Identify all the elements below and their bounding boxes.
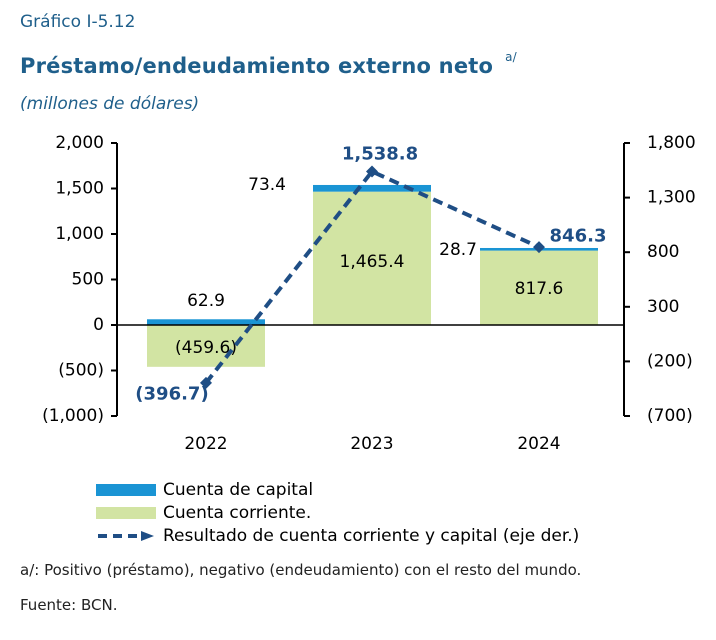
data-label-capital: 28.7	[439, 240, 477, 260]
y-tick-label-left: 1,500	[55, 179, 104, 199]
legend-item-corriente: Cuenta corriente.	[96, 501, 579, 524]
x-tick-label: 2023	[350, 434, 393, 454]
y-tick-label-right: 300	[647, 297, 679, 317]
y-tick-label-right: 1,300	[647, 188, 696, 208]
bar-cuenta-capital	[313, 184, 431, 192]
y-tick-label-left: (500)	[58, 361, 104, 381]
data-label-capital: 62.9	[187, 291, 225, 311]
data-label-corriente: (459.6)	[175, 338, 237, 358]
legend-item-resultado: Resultado de cuenta corriente y capital …	[96, 524, 579, 547]
y-tick-label-left: 1,000	[55, 224, 104, 244]
chart-title-text: Préstamo/endeudamiento externo neto	[20, 54, 494, 78]
y-tick-label-right: 1,800	[647, 133, 696, 153]
data-label-corriente: 817.6	[515, 279, 564, 299]
line-resultado	[204, 169, 540, 385]
chart-units: (millones de dólares)	[20, 94, 200, 114]
y-tick-label-right: 800	[647, 242, 679, 262]
y-tick-label-left: 500	[72, 270, 104, 290]
footnote: a/: Positivo (préstamo), negativo (endeu…	[20, 561, 582, 579]
y-tick-label-left: 0	[93, 315, 104, 335]
y-tick-label-left: (1,000)	[42, 406, 104, 426]
point-resultado	[200, 376, 212, 389]
legend: Cuenta de capital Cuenta corriente. Resu…	[96, 478, 579, 547]
data-label-resultado: (396.7)	[135, 384, 208, 405]
legend-label-corriente: Cuenta corriente.	[163, 502, 312, 523]
data-label-capital: 73.4	[248, 175, 286, 195]
legend-line-resultado	[98, 530, 154, 541]
y-tick-label-right: (700)	[647, 406, 693, 426]
x-tick-label: 2022	[184, 434, 227, 454]
bar-cuenta-corriente	[480, 250, 598, 325]
legend-item-capital: Cuenta de capital	[96, 478, 579, 501]
legend-label-capital: Cuenta de capital	[163, 479, 314, 500]
x-tick-label: 2024	[517, 434, 560, 454]
y-tick-label-left: 2,000	[55, 133, 104, 153]
legend-label-resultado: Resultado de cuenta corriente y capital …	[163, 525, 580, 546]
bar-cuenta-corriente	[313, 191, 431, 325]
chart-number: Gráfico I-5.12	[20, 12, 136, 32]
legend-swatch-corriente	[96, 506, 156, 519]
chart-plot: (1,000) (500) 0 500 1,000 1,500 2,000 (700) (200…	[42, 133, 696, 454]
y-tick-label-right: (200)	[647, 351, 693, 371]
point-resultado	[366, 165, 378, 178]
data-label-resultado: 846.3	[550, 226, 607, 247]
bar-cuenta-capital	[147, 319, 265, 325]
title-footnote-marker: a/	[505, 50, 517, 64]
legend-swatch-capital	[96, 483, 156, 496]
point-resultado	[533, 241, 545, 254]
data-label-resultado: 1,538.8	[342, 144, 418, 165]
chart-title: Préstamo/endeudamiento externo neto a/	[20, 50, 517, 78]
source-note: Fuente: BCN.	[20, 596, 118, 614]
data-label-corriente: 1,465.4	[340, 252, 405, 272]
